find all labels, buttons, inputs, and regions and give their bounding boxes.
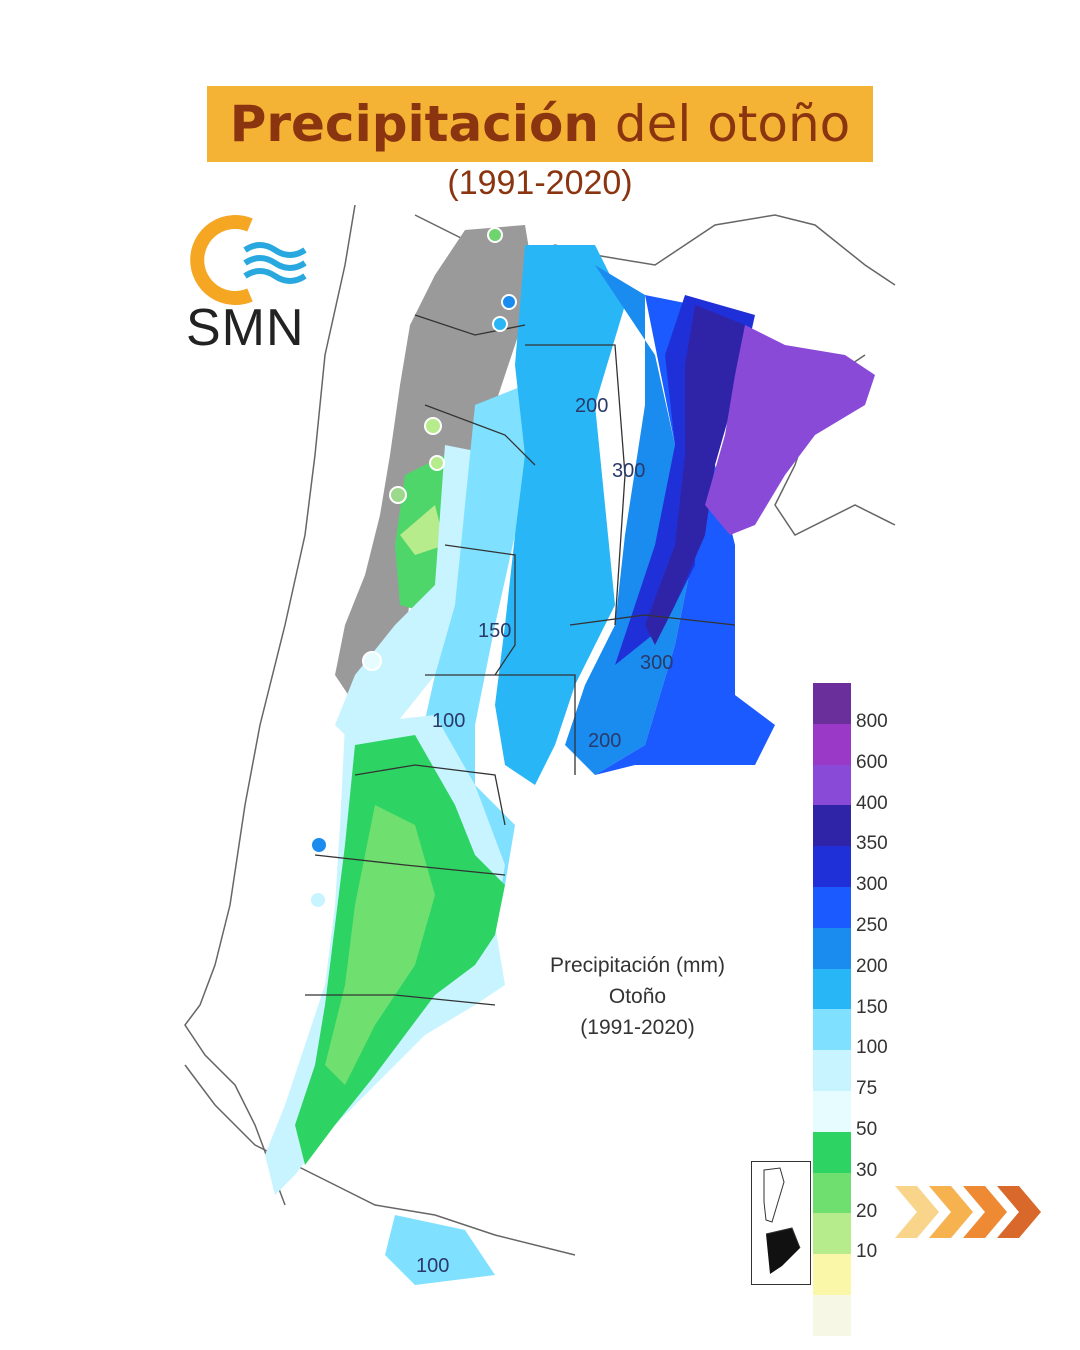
- colorbar-swatch: [813, 1090, 851, 1132]
- contour-label: 200: [588, 730, 622, 752]
- colorbar-tick-label: 600: [856, 751, 888, 773]
- contour-label: 100: [432, 710, 466, 732]
- colorbar-swatch: [813, 723, 851, 765]
- colorbar-swatch: [813, 927, 851, 969]
- colorbar-tick-label: 20: [856, 1200, 878, 1222]
- colorbar-swatch: [813, 846, 851, 887]
- contour-label: 100: [416, 1255, 450, 1277]
- colorbar-swatch: [813, 805, 851, 847]
- colorbar-tick-label: 300: [856, 874, 888, 896]
- colorbar-tick-label: 350: [856, 833, 888, 855]
- contour-label: 300: [612, 460, 646, 482]
- province-borders: [305, 314, 736, 1006]
- argentina-regions: [265, 225, 875, 1285]
- contour-label: 300: [640, 652, 674, 674]
- map-inner-title-line: Otoño: [608, 985, 667, 1008]
- next-arrows-icon[interactable]: [895, 1180, 1045, 1244]
- colorbar-tick-label: 10: [856, 1241, 878, 1263]
- smn-logo-text: SMN: [186, 299, 305, 357]
- page-subtitle: (1991-2020): [447, 164, 633, 202]
- colorbar-tick-label: 50: [856, 1119, 878, 1140]
- map-inner-title-line: Precipitación (mm): [549, 954, 726, 977]
- inset-map-icon: [751, 1161, 811, 1285]
- colorbar-swatch: [813, 968, 851, 1010]
- colorbar-tick-label: 800: [856, 711, 888, 732]
- title-banner: [207, 86, 873, 162]
- colorbar-swatch: [813, 1131, 851, 1173]
- colorbar-tick-label: 150: [856, 996, 888, 1018]
- colorbar-tick-label: 100: [856, 1037, 888, 1059]
- contour-label: 200: [575, 395, 609, 417]
- colorbar-tick-label: 75: [856, 1078, 878, 1100]
- map-inner-title-line: (1991-2020): [580, 1016, 695, 1039]
- precipitation-map: [184, 205, 896, 1285]
- colorbar-tick-label: 250: [856, 915, 888, 936]
- contour-label: 150: [478, 620, 512, 642]
- colorbar: [813, 683, 851, 1336]
- station-markers: [309, 227, 517, 909]
- colorbar-swatch: [813, 1254, 851, 1295]
- map-inner-title: Precipitación (mm) Otoño (1991-2020): [530, 950, 745, 1043]
- colorbar-swatch: [813, 886, 851, 928]
- colorbar-swatch: [813, 683, 851, 724]
- title-bold: Precipitación: [229, 95, 600, 153]
- colorbar-swatch: [813, 1009, 851, 1051]
- colorbar-swatch: [813, 1050, 851, 1091]
- smn-logo-icon: [190, 215, 307, 305]
- colorbar-swatch: [813, 764, 851, 806]
- colorbar-tick-label: 200: [856, 955, 888, 977]
- colorbar-tick-label: 400: [856, 792, 888, 814]
- colorbar-tick-label: 30: [856, 1159, 878, 1181]
- colorbar-swatch: [813, 1172, 851, 1214]
- colorbar-swatch: [813, 1294, 851, 1336]
- colorbar-swatch: [813, 1213, 851, 1255]
- page-title: Precipitación del otoño: [207, 86, 873, 162]
- title-rest: del otoño: [599, 95, 851, 153]
